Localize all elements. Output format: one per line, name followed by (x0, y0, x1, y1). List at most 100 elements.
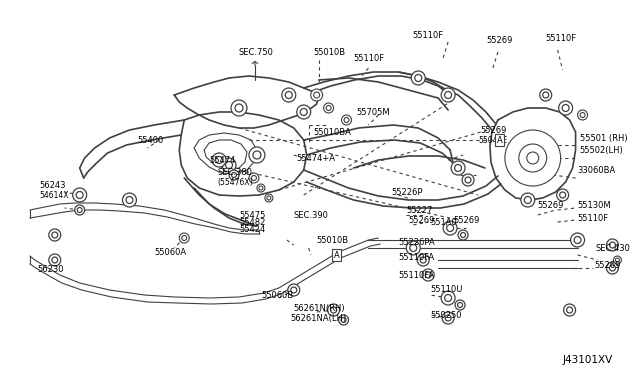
Circle shape (564, 304, 575, 316)
Circle shape (328, 304, 340, 316)
Circle shape (49, 254, 61, 266)
Circle shape (417, 254, 429, 266)
Circle shape (571, 233, 584, 247)
Text: SEC.750: SEC.750 (239, 48, 274, 57)
Circle shape (443, 221, 457, 235)
Text: 56243: 56243 (40, 180, 67, 189)
Circle shape (291, 287, 297, 293)
Text: 55045E: 55045E (478, 135, 507, 144)
Circle shape (442, 312, 454, 324)
Text: SEC.430: SEC.430 (595, 244, 630, 253)
Circle shape (557, 189, 568, 201)
Circle shape (179, 233, 189, 243)
Text: 55269: 55269 (595, 260, 621, 269)
Text: 55226PA: 55226PA (398, 237, 435, 247)
Circle shape (458, 230, 468, 240)
Circle shape (616, 258, 620, 262)
Text: 55400: 55400 (138, 135, 164, 144)
Circle shape (326, 106, 331, 110)
Circle shape (77, 208, 82, 212)
Text: 56261NA(LH): 56261NA(LH) (291, 314, 347, 323)
Circle shape (410, 244, 417, 251)
Circle shape (425, 272, 431, 278)
Circle shape (577, 110, 588, 120)
Circle shape (249, 173, 259, 183)
Circle shape (267, 196, 271, 200)
Text: A: A (497, 135, 503, 144)
Circle shape (613, 256, 621, 264)
Text: 55226P: 55226P (391, 187, 423, 196)
Circle shape (524, 196, 531, 203)
Circle shape (229, 170, 239, 180)
Text: 55501 (RH): 55501 (RH) (580, 134, 627, 142)
Circle shape (339, 315, 349, 325)
Circle shape (580, 112, 585, 118)
Circle shape (415, 74, 422, 81)
Circle shape (222, 158, 236, 172)
Circle shape (609, 242, 616, 248)
Circle shape (465, 177, 471, 183)
Circle shape (341, 317, 346, 323)
Circle shape (288, 284, 300, 296)
Circle shape (566, 307, 573, 313)
Circle shape (324, 103, 333, 113)
Text: 54614X: 54614X (40, 190, 69, 199)
Circle shape (232, 173, 237, 177)
Text: 55705M: 55705M (356, 108, 390, 116)
Circle shape (451, 161, 465, 175)
Text: 55269: 55269 (538, 201, 564, 209)
Circle shape (257, 184, 265, 192)
Text: 55227: 55227 (406, 205, 433, 215)
Text: A: A (333, 250, 339, 260)
Text: (55476X): (55476X) (217, 177, 253, 186)
Text: 55060B: 55060B (261, 291, 293, 299)
Circle shape (122, 193, 136, 207)
Text: 55482: 55482 (239, 218, 266, 227)
Circle shape (235, 104, 243, 112)
Circle shape (310, 89, 323, 101)
Text: J43101XV: J43101XV (563, 355, 613, 365)
Circle shape (285, 92, 292, 99)
Circle shape (216, 157, 223, 164)
Circle shape (527, 152, 539, 164)
Text: 55130M: 55130M (577, 201, 611, 209)
Circle shape (52, 257, 58, 263)
Circle shape (252, 176, 257, 180)
Text: 55110U: 55110U (430, 285, 463, 295)
Circle shape (259, 186, 263, 190)
Circle shape (447, 224, 454, 231)
Circle shape (249, 147, 265, 163)
Circle shape (282, 88, 296, 102)
Circle shape (521, 193, 535, 207)
Text: SEC.390: SEC.390 (294, 211, 329, 219)
Circle shape (412, 71, 425, 85)
Circle shape (231, 100, 247, 116)
Circle shape (73, 188, 86, 202)
Circle shape (126, 196, 133, 203)
Circle shape (559, 192, 566, 198)
Circle shape (314, 92, 319, 98)
Circle shape (574, 237, 581, 244)
Text: 55110FA: 55110FA (398, 253, 435, 263)
Circle shape (543, 92, 548, 98)
Circle shape (562, 105, 569, 112)
Text: 55269: 55269 (408, 215, 435, 224)
Circle shape (52, 232, 58, 238)
Circle shape (445, 295, 452, 301)
Circle shape (441, 88, 455, 102)
Circle shape (253, 151, 261, 159)
Circle shape (297, 105, 310, 119)
Circle shape (75, 205, 84, 215)
Circle shape (607, 262, 618, 274)
Circle shape (331, 307, 337, 313)
Text: 55110F: 55110F (577, 214, 609, 222)
Text: 55269: 55269 (453, 215, 479, 224)
Text: 56230: 56230 (38, 266, 65, 275)
Circle shape (609, 265, 616, 271)
Circle shape (559, 101, 573, 115)
Text: 55269: 55269 (486, 35, 513, 45)
Text: 55502(LH): 55502(LH) (580, 145, 623, 154)
Text: 55010B: 55010B (317, 235, 349, 244)
Text: 55010BA: 55010BA (314, 128, 351, 137)
Circle shape (607, 239, 618, 251)
